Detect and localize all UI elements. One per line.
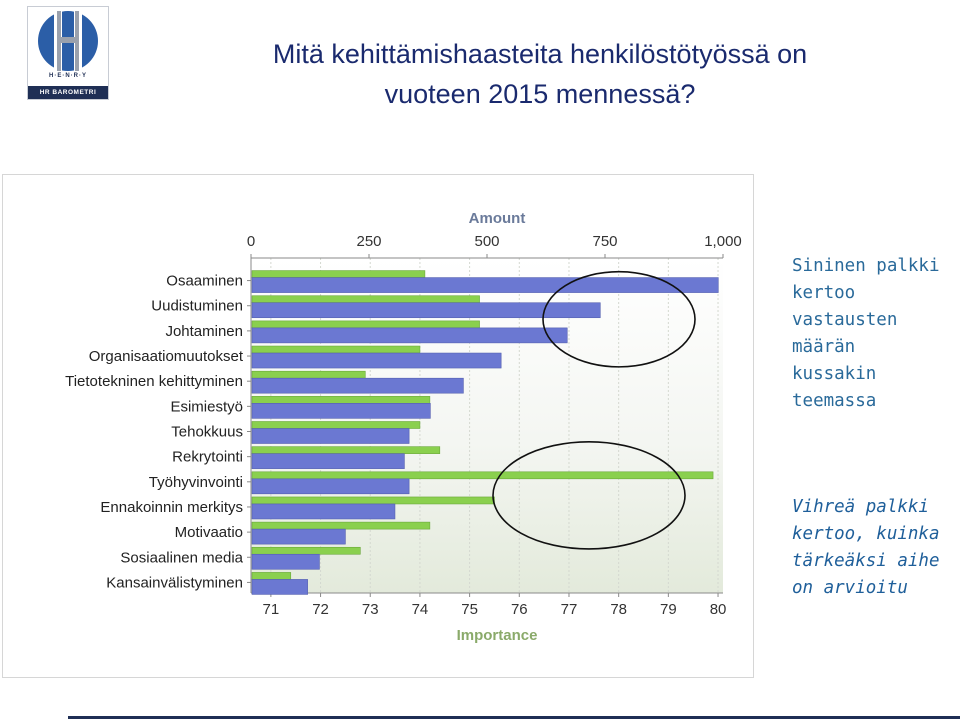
bar-importance-esimiestyo bbox=[251, 396, 431, 404]
note-blue-line-2: kertoo bbox=[792, 283, 856, 303]
category-label-johtaminen: Johtaminen bbox=[165, 323, 243, 340]
bottom-tick-label-9: 80 bbox=[710, 601, 727, 618]
category-label-motivaatio: Motivaatio bbox=[175, 524, 243, 541]
logo-subtitle: HR BAROMETRI bbox=[28, 86, 108, 99]
bar-amount-motivaatio bbox=[251, 528, 346, 545]
page-title-line-2: vuoteen 2015 mennessä? bbox=[384, 79, 696, 109]
bar-amount-organisaatiomuutokset bbox=[251, 352, 502, 369]
bar-amount-ennakoinnin-merkitys bbox=[251, 503, 396, 520]
bar-amount-tyohyvinvointi bbox=[251, 478, 410, 495]
note-blue-line-6: teemassa bbox=[792, 391, 877, 411]
bar-amount-uudistuminen bbox=[251, 302, 601, 319]
category-label-tehokkuus: Tehokkuus bbox=[171, 424, 243, 441]
category-label-organisaatiomuutokset: Organisaatiomuutokset bbox=[89, 348, 244, 365]
bottom-tick-label-4: 75 bbox=[461, 601, 478, 618]
bar-importance-motivaatio bbox=[251, 521, 431, 530]
bar-importance-ennakoinnin-merkitys bbox=[251, 496, 495, 505]
bottom-tick-label-5: 76 bbox=[511, 601, 528, 618]
page-title-line-1: Mitä kehittämishaasteita henkilöstötyöss… bbox=[272, 39, 808, 69]
bar-chart: 0 250 500 750 1,000 Amount 71 72 73 74 75 76 77 78 79 8… bbox=[65, 210, 742, 644]
bar-importance-sosiaalinen-media bbox=[251, 546, 361, 555]
note-green-line-2: kertoo, kuinka bbox=[792, 524, 940, 544]
note-blue-line-5: kussakin bbox=[792, 364, 877, 384]
bar-importance-osaaminen bbox=[251, 270, 426, 278]
bar-importance-rekrytointi bbox=[251, 446, 441, 454]
bar-importance-johtaminen bbox=[251, 320, 480, 329]
category-label-sosiaalinen-media: Sosiaalinen media bbox=[120, 549, 243, 566]
bar-importance-kansainvalistyminen bbox=[251, 572, 292, 580]
bottom-tick-label-8: 79 bbox=[660, 601, 677, 618]
note-blue-line-1: Sininen palkki bbox=[792, 256, 940, 276]
category-label-kansainvalistyminen: Kansainvälistyminen bbox=[106, 574, 243, 591]
bar-amount-tehokkuus bbox=[251, 428, 410, 444]
category-label-tyohyvinvointi: Työhyvinvointi bbox=[149, 474, 243, 491]
bottom-tick-label-2: 73 bbox=[362, 601, 379, 618]
bottom-tick-label-6: 77 bbox=[561, 601, 578, 618]
bottom-axis-title: Importance bbox=[457, 627, 538, 644]
bar-amount-rekrytointi bbox=[251, 453, 405, 469]
top-tick-label-4: 1,000 bbox=[704, 233, 742, 250]
note-blue-bar: Sininen palkki kertoo vastausten määrän kuss… bbox=[792, 253, 957, 415]
top-tick-label-3: 750 bbox=[592, 233, 617, 250]
category-label-esimiestyo: Esimiestyö bbox=[170, 398, 243, 415]
annotation-ellipse-2 bbox=[492, 441, 686, 550]
bottom-tick-label-7: 78 bbox=[610, 601, 627, 618]
top-tick-label-2: 500 bbox=[474, 233, 499, 250]
bar-amount-sosiaalinen-media bbox=[251, 553, 320, 570]
bar-importance-tyohyvinvointi bbox=[251, 471, 714, 480]
bar-amount-osaaminen bbox=[251, 277, 719, 293]
category-label-rekrytointi: Rekrytointi bbox=[172, 449, 243, 466]
category-label-ennakoinnin-merkitys: Ennakoinnin merkitys bbox=[100, 499, 243, 516]
category-label-tietotekninen-kehittyminen: Tietotekninen kehittyminen bbox=[65, 373, 243, 390]
bar-importance-uudistuminen bbox=[251, 295, 480, 304]
bar-importance-tehokkuus bbox=[251, 421, 421, 429]
bottom-tick-label-1: 72 bbox=[312, 601, 329, 618]
bar-amount-tietotekninen-kehittyminen bbox=[251, 377, 464, 394]
henry-logo: H·E·N·R·Y HR BAROMETRI bbox=[27, 6, 109, 100]
note-blue-line-3: vastausten bbox=[792, 310, 898, 330]
annotation-ellipse-1 bbox=[542, 270, 696, 368]
note-blue-line-4: määrän bbox=[792, 337, 856, 357]
note-green-line-1: Vihreä palkki bbox=[792, 497, 929, 517]
bar-amount-johtaminen bbox=[251, 327, 568, 344]
bar-importance-organisaatiomuutokset bbox=[251, 345, 421, 354]
bottom-tick-label-3: 74 bbox=[412, 601, 429, 618]
note-green-bar: Vihreä palkki kertoo, kuinka tärkeäksi aih… bbox=[792, 494, 957, 602]
logo-brand-text: H·E·N·R·Y bbox=[49, 73, 87, 79]
note-green-line-4: on arvioitu bbox=[792, 578, 908, 598]
bar-amount-esimiestyo bbox=[251, 403, 431, 419]
top-tick-label-0: 0 bbox=[247, 233, 255, 250]
bar-amount-kansainvalistyminen bbox=[251, 579, 308, 595]
bottom-tick-label-0: 71 bbox=[263, 601, 280, 618]
top-axis-title: Amount bbox=[469, 210, 526, 227]
category-label-osaaminen: Osaaminen bbox=[166, 273, 243, 290]
bar-importance-tietotekninen-kehittyminen bbox=[251, 370, 366, 379]
footer-divider bbox=[68, 716, 960, 719]
category-label-uudistuminen: Uudistuminen bbox=[151, 298, 243, 315]
note-green-line-3: tärkeäksi aihe bbox=[792, 551, 940, 571]
henry-logo-mark bbox=[38, 11, 98, 71]
top-tick-label-1: 250 bbox=[356, 233, 381, 250]
page-title: Mitä kehittämishaasteita henkilöstötyöss… bbox=[180, 34, 900, 114]
chart-frame: 0 250 500 750 1,000 Amount 71 72 73 74 75 76 77 78 79 8… bbox=[2, 174, 754, 678]
